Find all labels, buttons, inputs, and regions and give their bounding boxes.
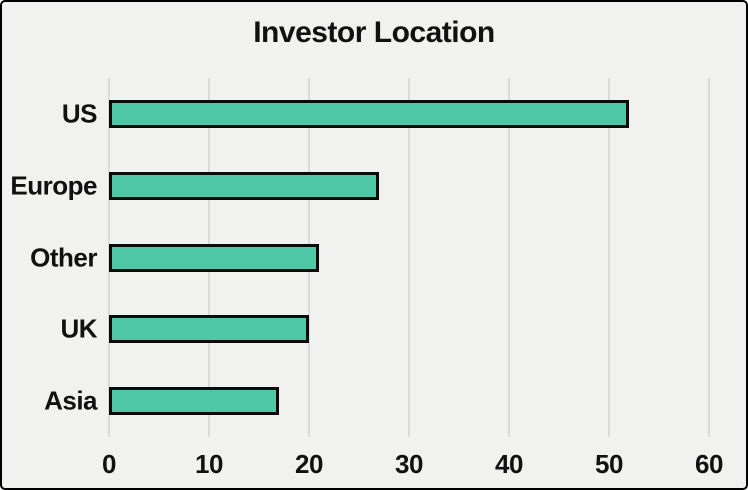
gridline-30 — [408, 78, 410, 437]
x-tick-label-10: 10 — [195, 449, 223, 479]
plot-area — [108, 78, 710, 437]
bar-other — [109, 243, 319, 272]
x-tick-label-30: 30 — [395, 449, 423, 479]
chart-title: Investor Location — [253, 16, 495, 49]
bar-europe — [109, 171, 379, 200]
x-tick-label-60: 60 — [695, 449, 723, 479]
category-label-europe: Europe — [10, 170, 97, 201]
category-label-other: Other — [30, 242, 97, 272]
x-tick-label-20: 20 — [295, 449, 323, 479]
bar-uk — [109, 315, 309, 344]
y-axis-category-labels: US Europe Other UK Asia — [2, 78, 97, 437]
x-tick-label-50: 50 — [595, 449, 623, 479]
bar-us — [109, 99, 629, 128]
gridline-60 — [708, 78, 710, 437]
x-tick-label-40: 40 — [495, 449, 523, 479]
category-label-uk: UK — [60, 313, 97, 344]
category-label-asia: Asia — [44, 385, 97, 416]
gridline-50 — [608, 78, 610, 437]
bar-asia — [109, 387, 279, 416]
x-axis-tick-labels: 0 10 20 30 40 50 60 — [102, 449, 723, 481]
x-tick-label-0: 0 — [102, 449, 116, 479]
category-label-us: US — [61, 98, 98, 129]
gridline-40 — [508, 78, 510, 437]
